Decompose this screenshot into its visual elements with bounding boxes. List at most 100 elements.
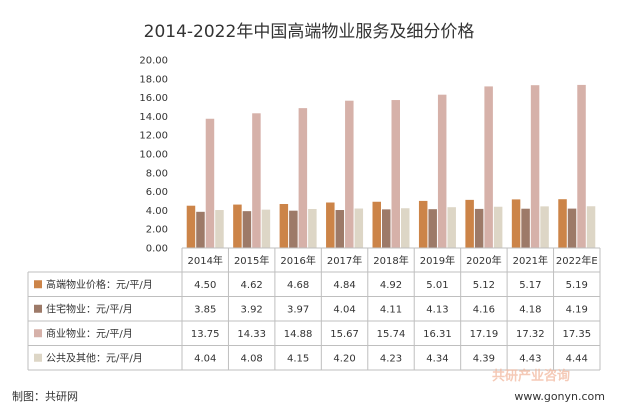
bar	[186, 205, 196, 248]
bar	[540, 206, 549, 248]
data-label: 14.33	[237, 329, 266, 340]
y-tick-label: 18.00	[139, 74, 168, 85]
data-label: 4.16	[473, 304, 495, 315]
data-label: 15.67	[330, 329, 359, 340]
legend-label: 商业物业：元/平/月	[46, 327, 133, 340]
x-tick-label: 2017年	[327, 254, 362, 267]
data-label: 4.23	[380, 353, 402, 364]
x-tick-label: 2015年	[234, 254, 269, 267]
bar	[308, 208, 317, 248]
y-tick-label: 20.00	[139, 56, 168, 67]
y-tick-label: 0.00	[146, 244, 168, 255]
data-label: 3.92	[241, 304, 263, 315]
data-label: 14.88	[284, 329, 313, 340]
bar	[493, 206, 503, 248]
y-tick-label: 12.00	[139, 131, 168, 142]
x-tick-label: 2022年E	[556, 254, 598, 267]
data-label: 4.39	[473, 353, 495, 364]
data-label: 4.13	[426, 304, 448, 315]
y-tick-label: 2.00	[146, 225, 168, 236]
y-axis: 0.00 2.00 4.00 6.00 8.00 10.00 12.00 14.00 16.00…	[139, 56, 168, 255]
data-label: 16.31	[423, 329, 452, 340]
x-tick-label: 2018年	[373, 254, 408, 267]
bar	[521, 208, 530, 248]
data-label: 4.62	[241, 280, 263, 291]
data-label: 17.32	[516, 329, 545, 340]
bar	[586, 206, 596, 248]
x-tick-label: 2021年	[513, 254, 548, 267]
bar	[530, 85, 540, 248]
watermark: 共研产业咨询	[492, 368, 570, 384]
x-tick-label: 2016年	[280, 254, 315, 267]
data-label: 4.44	[566, 353, 588, 364]
legend-swatch	[34, 304, 42, 313]
data-label: 4.18	[519, 304, 541, 315]
bar-group	[186, 84, 596, 248]
y-tick-label: 14.00	[139, 112, 168, 123]
bar	[401, 208, 410, 248]
data-label: 4.20	[333, 353, 355, 364]
bar	[418, 200, 428, 248]
bar	[335, 210, 345, 248]
data-label: 15.74	[377, 329, 406, 340]
data-label: 5.12	[473, 280, 495, 291]
data-label: 3.97	[287, 304, 309, 315]
data-label: 17.19	[470, 329, 499, 340]
data-label: 4.19	[566, 304, 588, 315]
bar	[261, 209, 271, 248]
data-label: 4.92	[380, 280, 402, 291]
x-tick-label: 2020年	[466, 254, 501, 267]
data-label: 4.08	[241, 353, 263, 364]
bar	[242, 211, 252, 248]
data-label: 4.84	[333, 280, 355, 291]
legend-label: 住宅物业：元/平/月	[46, 302, 133, 315]
bar	[567, 208, 577, 248]
data-label: 5.01	[426, 280, 448, 291]
bar	[354, 208, 364, 248]
bar	[428, 209, 437, 248]
bar	[279, 204, 289, 248]
x-tick-label: 2014年	[187, 254, 222, 267]
y-tick-label: 16.00	[139, 93, 168, 104]
bar	[382, 209, 391, 248]
bar	[437, 94, 447, 248]
bar	[391, 100, 400, 248]
y-tick-label: 10.00	[139, 150, 168, 161]
bar	[558, 199, 567, 248]
website-label: www.gonyn.com	[514, 390, 605, 403]
bar	[233, 204, 242, 248]
bar	[252, 113, 261, 248]
bar	[465, 199, 474, 248]
x-tick-label: 2019年	[420, 254, 455, 267]
data-label: 4.34	[426, 353, 448, 364]
bar	[196, 211, 205, 248]
data-label: 13.75	[191, 329, 220, 340]
bar	[345, 100, 354, 248]
legend-swatch	[34, 329, 42, 338]
bar	[474, 208, 484, 248]
y-tick-label: 8.00	[146, 168, 168, 179]
legend-label: 公共及其他：元/平/月	[46, 351, 143, 364]
bar	[484, 86, 493, 248]
data-label: 3.85	[194, 304, 216, 315]
y-tick-label: 6.00	[146, 187, 168, 198]
bar	[326, 202, 335, 248]
data-label: 4.43	[519, 353, 541, 364]
y-tick-label: 4.00	[146, 206, 168, 217]
bar	[511, 199, 521, 248]
bar	[447, 207, 456, 248]
bar	[372, 201, 381, 248]
source-label: 制图：共研网	[12, 390, 78, 403]
data-label: 4.50	[194, 280, 216, 291]
data-label: 4.68	[287, 280, 309, 291]
bar	[577, 84, 586, 248]
data-table: 2014年 2015年 2016年 2017年 2018年 2019年 2020年 2021年…	[27, 247, 601, 371]
bar	[289, 210, 298, 248]
data-label: 5.17	[519, 280, 541, 291]
data-label: 17.35	[562, 329, 591, 340]
data-label: 5.19	[566, 280, 588, 291]
legend-swatch	[34, 280, 42, 289]
bar	[298, 108, 308, 248]
